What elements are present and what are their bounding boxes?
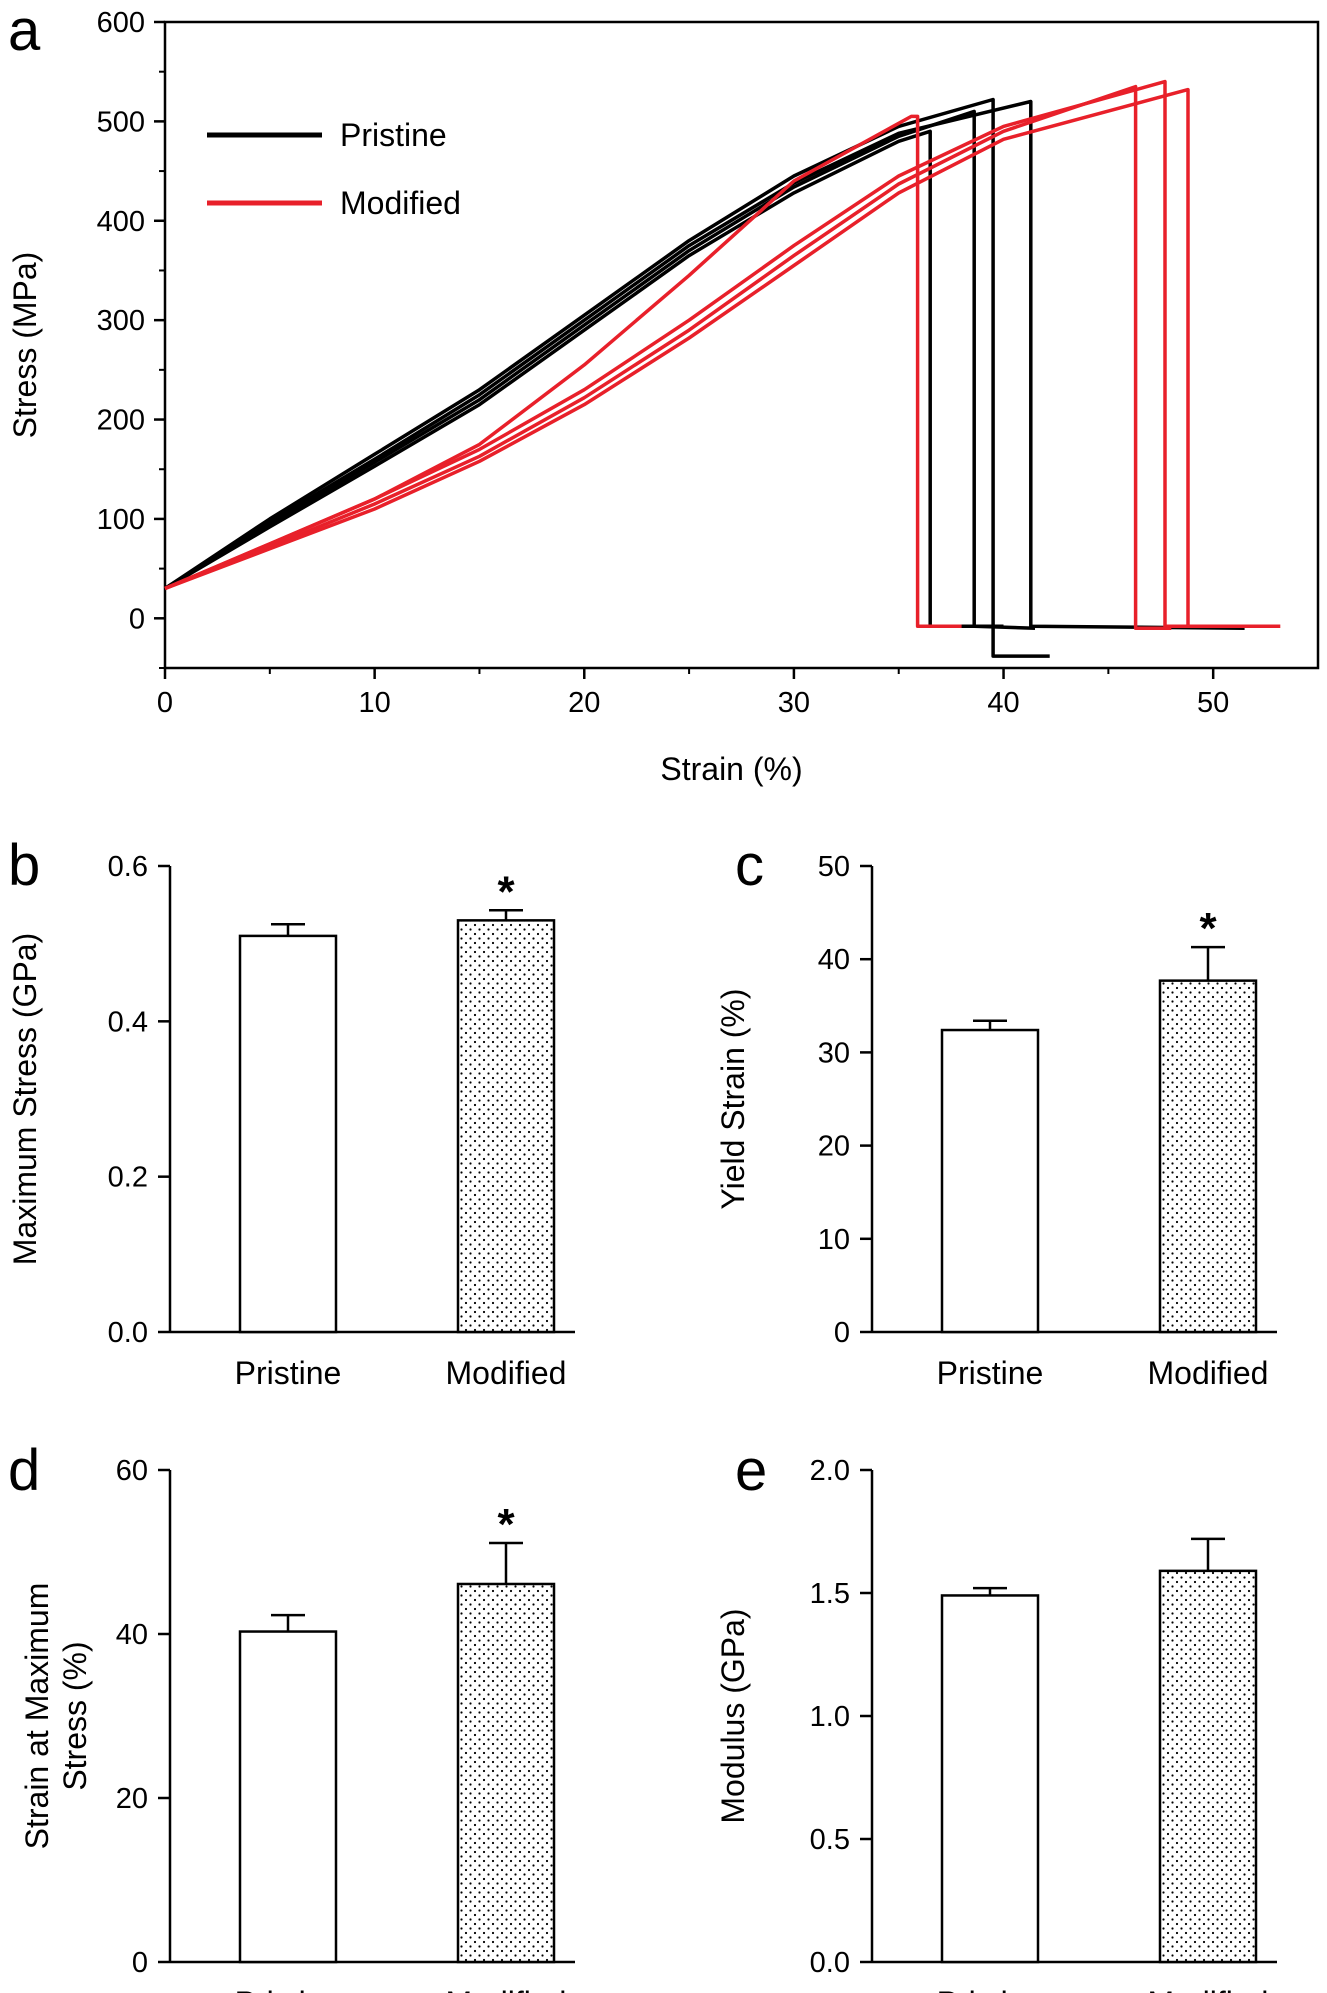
panel-letter-e: e: [735, 1438, 767, 1503]
x-tick-label-a: 10: [359, 687, 391, 719]
series-line-modified-8: [164, 87, 1214, 629]
y-tick-label-e: 1.5: [810, 1578, 850, 1610]
y-tick-label-a: 500: [97, 106, 145, 138]
x-tick-label-a: 40: [987, 687, 1019, 719]
x-axis-title-a: Strain (%): [660, 751, 802, 787]
x-tick-label-b-modified: Modified: [446, 1355, 567, 1391]
series-line-modified-6: [164, 79, 1281, 629]
significance-marker-d: *: [497, 1500, 515, 1549]
legend-label-pristine: Pristine: [340, 117, 447, 153]
bar-c-pristine: [940, 1028, 1040, 1334]
bar-e-modified: [1158, 1569, 1258, 1964]
y-tick-label-c: 20: [818, 1131, 850, 1163]
x-tick-label-d-modified: Modified: [446, 1985, 567, 1993]
series-line-modified-7: [164, 84, 1172, 630]
y-axis-title-b: Maximum Stress (GPa): [7, 933, 43, 1265]
y-tick-label-d: 40: [116, 1619, 148, 1651]
y-axis-title-c: Yield Strain (%): [715, 988, 751, 1209]
y-tick-label-e: 0.0: [810, 1947, 850, 1979]
x-tick-label-a: 30: [778, 687, 810, 719]
y-tick-label-a: 200: [97, 405, 145, 437]
y-tick-label-c: 50: [818, 851, 850, 883]
bar-c-modified: [1158, 979, 1258, 1334]
x-tick-label-b-pristine: Pristine: [235, 1355, 342, 1391]
bar-b-pristine: [238, 934, 338, 1334]
bar-d-pristine: [238, 1630, 338, 1964]
panel-letter-b: b: [8, 833, 40, 898]
y-axis-title-d-line-2: Stress (%): [57, 1641, 93, 1790]
y-tick-label-a: 400: [97, 206, 145, 238]
panel-letter-c: c: [735, 833, 764, 898]
panel-letter-d: d: [8, 1438, 40, 1503]
y-tick-label-a: 600: [97, 7, 145, 39]
y-tick-label-c: 0: [834, 1317, 850, 1349]
y-tick-label-b: 0.2: [108, 1162, 148, 1194]
y-tick-label-b: 0.4: [108, 1006, 148, 1038]
y-tick-label-e: 2.0: [810, 1455, 850, 1487]
y-tick-label-c: 10: [818, 1224, 850, 1256]
series-line-pristine-2: [164, 99, 1245, 630]
bar-d-modified: [456, 1582, 556, 1964]
y-tick-label-c: 40: [818, 944, 850, 976]
y-tick-label-a: 100: [97, 504, 145, 536]
series-line-pristine-4: [164, 129, 1004, 629]
y-tick-label-d: 0: [132, 1947, 148, 1979]
x-tick-label-e-pristine: Pristine: [937, 1985, 1044, 1993]
series-line-pristine-3: [164, 109, 1036, 630]
y-tick-label-d: 60: [116, 1455, 148, 1487]
bar-e-pristine: [940, 1594, 1040, 1964]
series-line-modified-5: [164, 114, 962, 629]
significance-marker-c: *: [1199, 904, 1217, 953]
x-tick-label-a: 50: [1197, 687, 1229, 719]
significance-marker-b: *: [497, 867, 515, 916]
y-tick-label-e: 1.0: [810, 1701, 850, 1733]
x-tick-label-a: 20: [568, 687, 600, 719]
y-tick-label-c: 30: [818, 1037, 850, 1069]
x-tick-label-a: 0: [157, 687, 173, 719]
y-axis-title-a: Stress (MPa): [7, 252, 43, 439]
x-tick-label-c-modified: Modified: [1148, 1355, 1269, 1391]
y-tick-label-b: 0.0: [108, 1317, 148, 1349]
x-tick-label-d-pristine: Pristine: [235, 1985, 342, 1993]
y-axis-title-e: Modulus (GPa): [715, 1608, 751, 1823]
y-tick-label-a: 0: [129, 603, 145, 635]
panel-letter-a: a: [8, 0, 41, 63]
y-tick-label-e: 0.5: [810, 1824, 850, 1856]
x-tick-label-c-pristine: Pristine: [937, 1355, 1044, 1391]
plot-frame-a: [163, 20, 1320, 670]
bar-b-modified: [456, 919, 556, 1334]
x-tick-label-e-modified: Modified: [1148, 1985, 1269, 1993]
legend-label-modified: Modified: [340, 185, 461, 221]
y-tick-label-b: 0.6: [108, 851, 148, 883]
y-axis-title-d-line-1: Strain at Maximum: [19, 1583, 55, 1850]
y-tick-label-d: 20: [116, 1783, 148, 1815]
y-tick-label-a: 300: [97, 305, 145, 337]
series-line-pristine-1: [164, 97, 1050, 658]
